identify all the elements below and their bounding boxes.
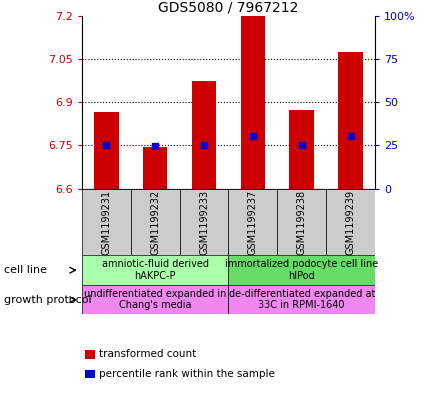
Title: GDS5080 / 7967212: GDS5080 / 7967212	[158, 0, 298, 15]
Text: GSM1199239: GSM1199239	[345, 189, 355, 255]
Text: GSM1199232: GSM1199232	[150, 189, 160, 255]
Bar	[326, 189, 374, 255]
Text: amniotic-fluid derived
hAKPC-P: amniotic-fluid derived hAKPC-P	[101, 259, 208, 281]
Bar	[94, 112, 118, 189]
Text: immortalized podocyte cell line
hIPod: immortalized podocyte cell line hIPod	[224, 259, 378, 281]
Bar	[82, 255, 228, 285]
Bar	[143, 147, 167, 189]
Bar	[289, 110, 313, 189]
Bar	[228, 189, 276, 255]
Text: GSM1199233: GSM1199233	[199, 189, 209, 255]
Bar	[85, 350, 95, 359]
Bar	[85, 370, 95, 378]
Text: undifferentiated expanded in
Chang's media: undifferentiated expanded in Chang's med…	[84, 289, 226, 310]
Text: de-differentiated expanded at
33C in RPMI-1640: de-differentiated expanded at 33C in RPM…	[228, 289, 374, 310]
Bar	[240, 13, 264, 189]
Bar	[228, 285, 374, 314]
Text: transformed count: transformed count	[99, 349, 196, 360]
Text: growth protocol: growth protocol	[4, 295, 92, 305]
Bar	[228, 255, 374, 285]
Bar	[82, 285, 228, 314]
Text: GSM1199237: GSM1199237	[247, 189, 257, 255]
Bar	[130, 189, 179, 255]
Text: percentile rank within the sample: percentile rank within the sample	[99, 369, 275, 379]
Bar	[276, 189, 326, 255]
Text: GSM1199231: GSM1199231	[101, 189, 111, 255]
Bar	[179, 189, 228, 255]
Bar	[338, 52, 362, 189]
Bar	[191, 81, 216, 189]
Bar	[82, 189, 130, 255]
Text: cell line: cell line	[4, 265, 47, 275]
Text: GSM1199238: GSM1199238	[296, 189, 306, 255]
